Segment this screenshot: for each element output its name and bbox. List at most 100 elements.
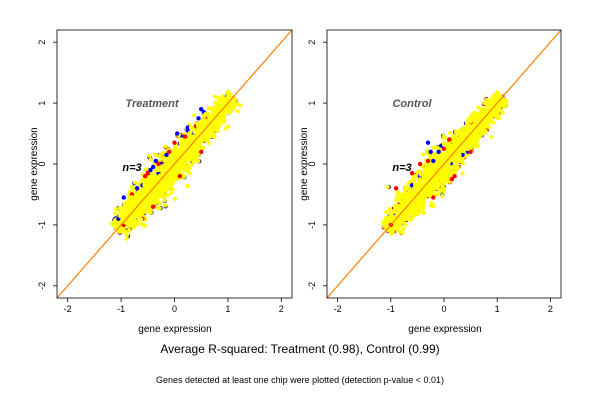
background-point: [120, 210, 125, 215]
background-point: [179, 146, 184, 151]
background-point: [203, 121, 208, 126]
background-point: [173, 169, 178, 174]
background-point: [417, 169, 422, 174]
background-point: [179, 137, 184, 142]
background-point: [221, 117, 226, 122]
background-point: [142, 183, 147, 188]
data-point-series-0: [134, 186, 140, 191]
background-point: [415, 187, 420, 192]
background-point: [118, 229, 123, 234]
x-axis: -2 -1 0 1 2: [64, 298, 284, 314]
x-tick-label: -2: [64, 304, 72, 314]
data-point-series-1: [417, 161, 423, 167]
y-tick-label: -1: [37, 221, 47, 229]
background-point: [471, 144, 476, 149]
background-point: [431, 187, 436, 192]
background-point: [430, 178, 435, 183]
y-tick-label: 2: [37, 40, 47, 45]
background-point: [486, 122, 491, 127]
background-point: [414, 202, 419, 207]
background-point: [466, 130, 471, 135]
background-point: [172, 177, 177, 182]
background-point: [464, 145, 469, 150]
data-point-series-1: [166, 149, 172, 155]
background-point: [419, 193, 424, 198]
background-point: [423, 169, 428, 174]
background-point: [422, 210, 427, 215]
background-point: [383, 210, 388, 215]
background-point: [147, 153, 152, 158]
background-point: [495, 115, 500, 120]
background-point: [144, 197, 149, 202]
data-point-series-1: [425, 158, 431, 164]
background-point: [197, 137, 202, 142]
background-point: [403, 222, 408, 227]
data-point-series-1: [449, 177, 455, 182]
data-point-series-1: [199, 149, 204, 155]
background-point: [186, 141, 191, 146]
background-point: [139, 179, 144, 184]
detection-note: Genes detected at least one chip were pl…: [156, 375, 444, 385]
data-point-series-1: [393, 186, 399, 191]
background-point: [158, 152, 163, 157]
background-point: [211, 131, 216, 136]
background-point: [430, 145, 435, 150]
background-point: [122, 229, 127, 234]
plot-area: [57, 30, 292, 298]
background-point: [157, 167, 162, 172]
background-point: [193, 151, 198, 156]
background-point: [160, 155, 165, 160]
background-point: [437, 187, 442, 192]
background-point: [139, 217, 144, 222]
background-point: [155, 188, 160, 193]
background-point: [152, 189, 157, 194]
background-point: [431, 204, 436, 209]
background-point: [228, 104, 233, 109]
background-point: [488, 115, 493, 120]
background-point: [457, 153, 462, 158]
background-point: [491, 97, 496, 102]
background-point: [212, 135, 217, 140]
background-point: [471, 115, 476, 120]
background-point: [409, 204, 414, 209]
background-point: [124, 236, 129, 241]
background-point: [471, 123, 476, 128]
background-point: [148, 177, 153, 182]
background-point: [482, 100, 487, 105]
background-point: [148, 157, 153, 162]
background-point: [474, 112, 479, 117]
background-point: [393, 226, 398, 231]
data-point-series-1: [447, 137, 452, 142]
background-point: [167, 167, 172, 172]
background-point: [422, 200, 427, 205]
background-point: [442, 181, 447, 186]
background-point: [441, 152, 446, 157]
background-point: [187, 171, 192, 176]
n-annotation: n=3: [392, 162, 411, 174]
data-point-series-0: [150, 164, 156, 170]
background-point: [383, 224, 388, 229]
background-point: [476, 105, 481, 110]
background-point: [400, 231, 405, 236]
background-point: [385, 227, 390, 232]
background-point: [488, 101, 493, 106]
background-point: [228, 107, 233, 112]
background-point: [385, 215, 390, 220]
background-point: [493, 109, 498, 114]
background-point: [423, 191, 428, 196]
data-point-series-1: [156, 161, 161, 167]
background-point: [403, 215, 408, 220]
background-point: [482, 110, 487, 115]
data-point-series-1: [409, 170, 415, 176]
background-point: [133, 180, 138, 185]
x-axis-label: gene expression: [408, 324, 481, 335]
background-point: [206, 113, 211, 118]
background-point: [196, 159, 201, 164]
background-point: [144, 201, 149, 206]
background-point: [192, 134, 197, 139]
data-point-series-1: [468, 149, 473, 155]
background-point: [205, 135, 210, 140]
background-point: [490, 120, 495, 125]
background-point: [451, 134, 456, 139]
